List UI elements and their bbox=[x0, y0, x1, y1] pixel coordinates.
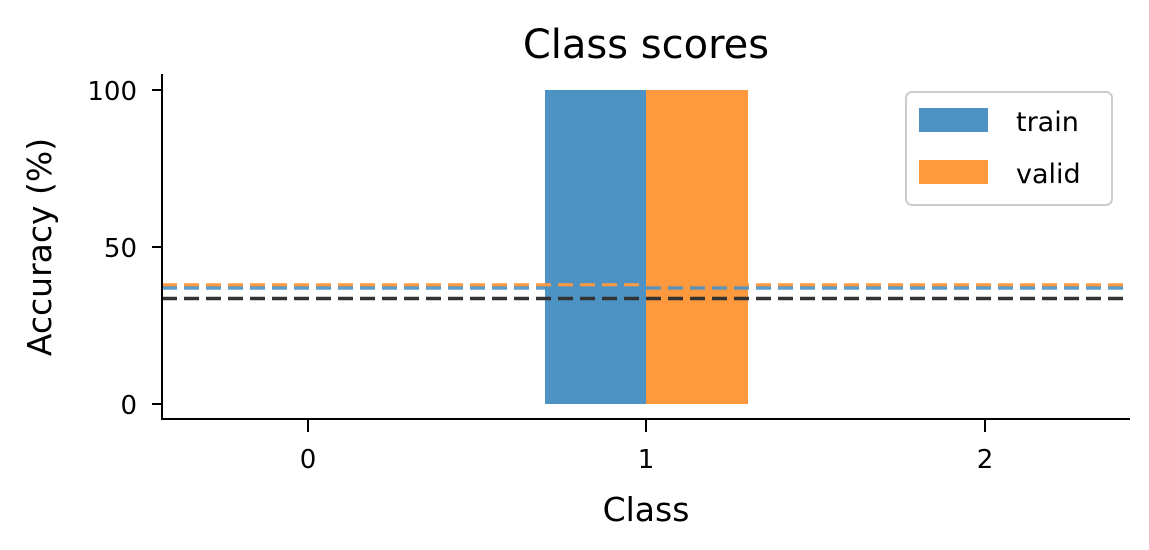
x-axis-label: Class bbox=[603, 490, 690, 529]
legend-swatch-train bbox=[919, 108, 988, 132]
legend-label-valid: valid bbox=[1016, 159, 1081, 190]
bar-valid-class-1 bbox=[646, 90, 748, 404]
legend-swatch-valid bbox=[919, 160, 988, 184]
x-ticks: 0 1 2 bbox=[300, 419, 994, 475]
y-axis-label: Accuracy (%) bbox=[20, 138, 59, 356]
y-tick-label-50: 50 bbox=[104, 234, 137, 264]
x-tick-label-2: 2 bbox=[977, 445, 994, 475]
legend-label-train: train bbox=[1016, 107, 1079, 138]
x-tick-label-1: 1 bbox=[638, 445, 655, 475]
chart-title: Class scores bbox=[523, 22, 769, 68]
y-tick-label-100: 100 bbox=[87, 77, 137, 107]
x-tick-label-0: 0 bbox=[300, 445, 317, 475]
y-ticks: 100 50 0 bbox=[87, 77, 162, 421]
bar-train-class-1 bbox=[545, 90, 646, 404]
y-tick-label-0: 0 bbox=[120, 391, 137, 421]
legend: train valid bbox=[905, 91, 1113, 206]
